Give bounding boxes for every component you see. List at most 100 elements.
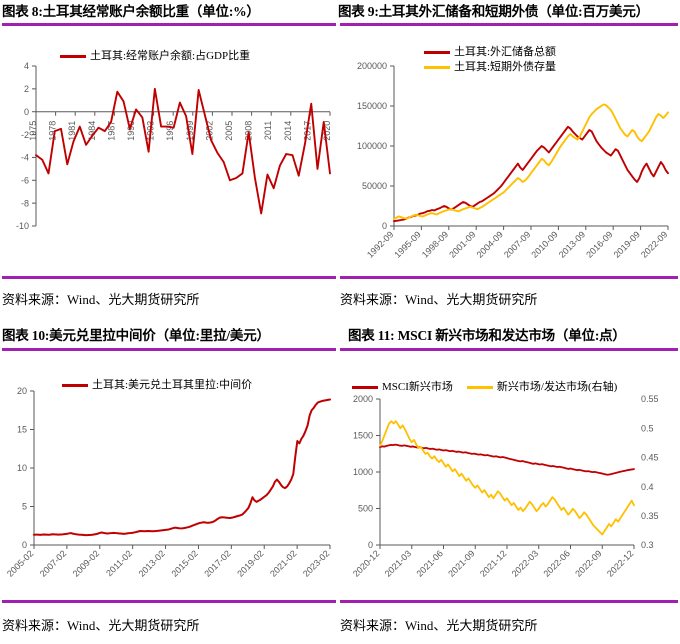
- divider-row2-right: [340, 348, 678, 351]
- chart-8-svg: 4 2 0 -2 -4 -6 -8 -10 1975 1978 1981 1984 1987 1990 19…: [16, 61, 332, 231]
- divider-top-left: [2, 23, 336, 26]
- svg-text:-4: -4: [21, 153, 29, 163]
- svg-text:2022-03: 2022-03: [510, 548, 540, 578]
- svg-text:1981: 1981: [67, 121, 77, 141]
- svg-text:4: 4: [24, 61, 29, 71]
- svg-text:1978: 1978: [48, 121, 58, 141]
- svg-text:1992-09: 1992-09: [365, 229, 395, 259]
- svg-text:1500: 1500: [353, 431, 373, 441]
- svg-text:200000: 200000: [357, 61, 387, 71]
- legend-item: 土耳其:短期外债存量: [424, 61, 556, 74]
- svg-text:1998-09: 1998-09: [420, 229, 450, 259]
- legend-swatch-icon: [60, 55, 86, 58]
- svg-text:0.5: 0.5: [641, 423, 654, 433]
- svg-text:2010-09: 2010-09: [529, 229, 559, 259]
- svg-text:1987: 1987: [106, 121, 116, 141]
- chart-figure-8: 土耳其:经常账户余额:占GDP比重 4 2 0 -2 -4 -6 -8 -10 1975 1978…: [0, 30, 336, 280]
- figure-9-title: 图表 9:土耳其外汇储备和短期外债（单位:百万美元）: [338, 4, 649, 19]
- legend-item: MSCI新兴市场: [352, 381, 453, 394]
- svg-text:2009-02: 2009-02: [71, 548, 101, 578]
- svg-text:2000: 2000: [353, 394, 373, 404]
- svg-text:1996: 1996: [165, 121, 175, 141]
- svg-text:-6: -6: [21, 175, 29, 185]
- svg-text:2004-09: 2004-09: [475, 229, 505, 259]
- legend-item: 土耳其:美元兑土耳其里拉:中间价: [62, 379, 252, 392]
- chart-8-legend: 土耳其:经常账户余额:占GDP比重: [60, 50, 250, 63]
- svg-text:2020-12: 2020-12: [351, 548, 381, 578]
- svg-text:2005: 2005: [224, 121, 234, 141]
- svg-text:2015-02: 2015-02: [169, 548, 199, 578]
- svg-text:2016-09: 2016-09: [584, 229, 614, 259]
- svg-text:1984: 1984: [87, 121, 97, 141]
- svg-text:2022-09: 2022-09: [573, 548, 603, 578]
- svg-text:2020: 2020: [322, 121, 332, 141]
- svg-text:0: 0: [368, 540, 373, 550]
- legend-swatch-icon: [62, 384, 88, 387]
- svg-text:2021-06: 2021-06: [414, 548, 444, 578]
- svg-text:2014: 2014: [283, 121, 293, 141]
- legend-item: 新兴市场/发达市场(右轴): [466, 381, 617, 394]
- svg-text:0.4: 0.4: [641, 482, 654, 492]
- chart-11-legend: MSCI新兴市场 新兴市场/发达市场(右轴): [352, 381, 617, 394]
- svg-text:2022-09: 2022-09: [639, 229, 669, 259]
- chart-9-svg: 200000 150000 100000 50000 01992-091995-0919…: [357, 61, 669, 260]
- svg-text:2013-02: 2013-02: [137, 548, 167, 578]
- svg-text:2019-02: 2019-02: [235, 548, 265, 578]
- svg-text:2011: 2011: [263, 121, 273, 140]
- svg-text:2007-02: 2007-02: [38, 548, 68, 578]
- svg-text:100000: 100000: [357, 141, 387, 151]
- svg-text:2021-03: 2021-03: [383, 548, 413, 578]
- svg-text:2011-02: 2011-02: [104, 548, 134, 578]
- svg-text:0: 0: [24, 107, 29, 117]
- svg-text:2: 2: [24, 84, 29, 94]
- svg-text:2001-09: 2001-09: [447, 229, 477, 259]
- legend-swatch-icon: [424, 66, 450, 69]
- legend-label: 土耳其:短期外债存量: [454, 61, 557, 73]
- svg-text:0.3: 0.3: [641, 540, 654, 550]
- svg-text:2013-09: 2013-09: [557, 229, 587, 259]
- divider-top-right: [340, 23, 678, 26]
- svg-text:1975: 1975: [28, 121, 38, 141]
- chart-11-svg: 2000 1500 1000 500 0 0.55 0.5 0.45 0.4 0.35 0.3 202…: [351, 394, 659, 579]
- legend-label: MSCI新兴市场: [382, 381, 453, 393]
- svg-text:5: 5: [22, 502, 27, 512]
- chart-figure-10: 土耳其:美元兑土耳其里拉:中间价 20 15 10 5 0 2005-02 2007-02 2…: [0, 355, 336, 605]
- figure-10-source: 资料来源：Wind、光大期货研究所: [2, 618, 200, 633]
- figure-8-title: 图表 8:土耳其经常账户余额比重（单位:%）: [2, 4, 260, 19]
- svg-text:50000: 50000: [362, 181, 387, 191]
- figure-11-source: 资料来源：Wind、光大期货研究所: [340, 618, 538, 633]
- svg-text:2021-12: 2021-12: [478, 548, 508, 578]
- svg-text:2008: 2008: [244, 121, 254, 141]
- svg-text:2022-12: 2022-12: [605, 548, 635, 578]
- figure-8-source: 资料来源：Wind、光大期货研究所: [2, 292, 200, 307]
- chart-9-legend: 土耳其:外汇储备总额 土耳其:短期外债存量: [424, 46, 556, 74]
- svg-text:-10: -10: [16, 221, 29, 231]
- svg-text:2017-02: 2017-02: [202, 548, 232, 578]
- svg-text:2021-02: 2021-02: [268, 548, 298, 578]
- legend-item: 土耳其:外汇储备总额: [424, 46, 556, 59]
- svg-text:2021-09: 2021-09: [446, 548, 476, 578]
- legend-label: 土耳其:美元兑土耳其里拉:中间价: [92, 379, 253, 391]
- figure-11-title: 图表 11: MSCI 新兴市场和发达市场（单位:点）: [348, 328, 626, 343]
- svg-text:2019-09: 2019-09: [612, 229, 642, 259]
- svg-text:0.45: 0.45: [641, 453, 659, 463]
- svg-text:1000: 1000: [353, 467, 373, 477]
- legend-swatch-icon: [424, 51, 450, 54]
- svg-text:-2: -2: [21, 130, 29, 140]
- divider-bottom-right: [340, 600, 678, 603]
- legend-item: 土耳其:经常账户余额:占GDP比重: [60, 50, 250, 63]
- svg-text:2005-02: 2005-02: [5, 548, 35, 578]
- legend-label: 土耳其:外汇储备总额: [454, 46, 557, 58]
- chart-figure-11: MSCI新兴市场 新兴市场/发达市场(右轴) 2000 1500 1000 500 0 0…: [338, 355, 680, 605]
- svg-text:500: 500: [358, 504, 373, 514]
- svg-text:10: 10: [17, 463, 27, 473]
- svg-text:0: 0: [22, 540, 27, 550]
- divider-mid-left: [2, 276, 336, 279]
- svg-text:150000: 150000: [357, 101, 387, 111]
- svg-text:2007-09: 2007-09: [502, 229, 532, 259]
- svg-text:2023-02: 2023-02: [301, 548, 331, 578]
- svg-text:1990: 1990: [126, 121, 136, 141]
- svg-text:0.55: 0.55: [641, 394, 659, 404]
- svg-text:-8: -8: [21, 198, 29, 208]
